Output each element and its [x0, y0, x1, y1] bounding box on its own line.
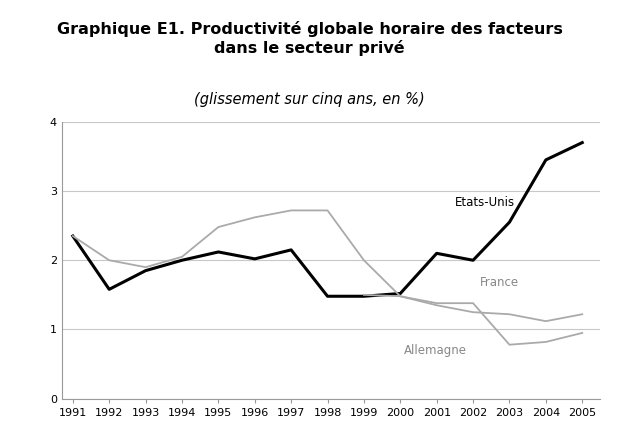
Text: Graphique E1. Productivité globale horaire des facteurs
dans le secteur privé: Graphique E1. Productivité globale horai…	[56, 21, 563, 56]
Text: (glissement sur cinq ans, en %): (glissement sur cinq ans, en %)	[194, 92, 425, 107]
Text: France: France	[480, 276, 519, 289]
Text: Etats-Unis: Etats-Unis	[455, 196, 515, 209]
Text: Allemagne: Allemagne	[404, 344, 467, 357]
